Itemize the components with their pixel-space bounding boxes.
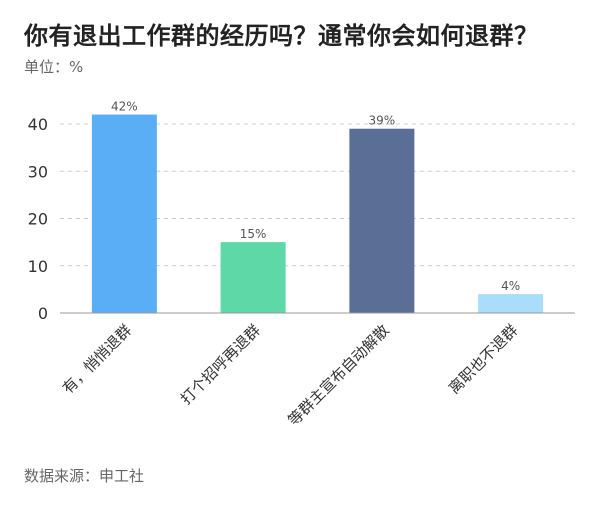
bars [91, 114, 544, 313]
y-tick-label: 20 [28, 210, 48, 229]
category-label: 离职也不退群 [445, 321, 521, 397]
data-source: 数据来源：申工社 [24, 467, 145, 485]
data-label: 15% [240, 227, 267, 241]
y-tick-label: 10 [28, 257, 48, 276]
category-label: 打个招呼再退群 [177, 321, 264, 408]
y-tick-label: 30 [28, 162, 48, 181]
data-label: 4% [501, 279, 520, 293]
category-label: 有，悄悄退群 [59, 321, 135, 397]
x-axis-categories: 有，悄悄退群 打个招呼再退群 等群主宣布自动解散 离职也不退群 [59, 321, 522, 429]
unit-label: 单位：% [24, 58, 84, 76]
chart-title: 你有退出工作群的经历吗？通常你会如何退群？ [24, 22, 539, 50]
data-label: 42% [111, 100, 138, 114]
bar [349, 128, 415, 313]
bar [91, 114, 157, 313]
data-labels: 42% 15% 39% 4% [111, 100, 520, 294]
y-tick-label: 40 [28, 115, 48, 134]
bar [478, 294, 544, 313]
bar [220, 242, 286, 313]
y-tick-label: 0 [38, 304, 48, 323]
category-label: 等群主宣布自动解散 [285, 321, 393, 429]
data-label: 39% [369, 114, 396, 128]
gridlines [60, 123, 575, 267]
y-axis-ticks: 0 10 20 30 40 [28, 115, 48, 323]
